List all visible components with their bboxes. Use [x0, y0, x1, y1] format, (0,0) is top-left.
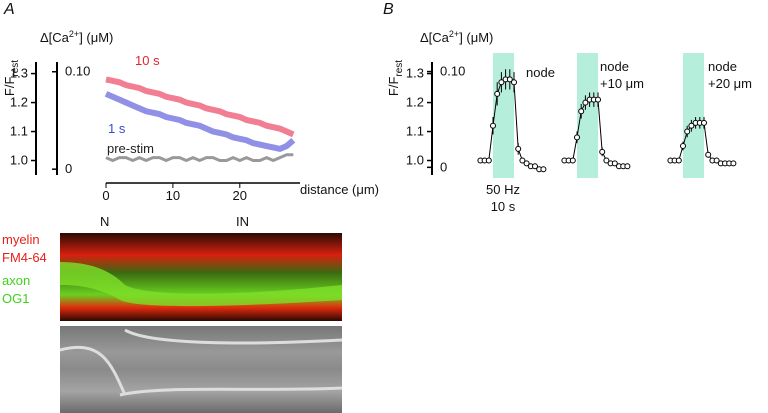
data-point: [675, 157, 682, 164]
image-marker: N: [100, 214, 109, 229]
series-line: [105, 76, 295, 138]
data-point: [578, 108, 585, 115]
data-point: [515, 145, 522, 152]
panel-letter: B: [383, 1, 394, 18]
y2-tick-label: 0.10: [65, 64, 90, 79]
data-point: [582, 99, 589, 106]
data-point: [701, 119, 707, 126]
stimulus-label: 50 Hz: [486, 182, 520, 197]
x-tick-label: 0: [102, 188, 109, 203]
channel-name: myelin: [2, 232, 40, 247]
channel-dye: FM4-64: [2, 250, 47, 265]
data-point: [713, 157, 720, 164]
data-point: [540, 166, 547, 173]
y-tick-label: 1.0: [10, 153, 28, 168]
x-tick-label: 20: [233, 188, 247, 203]
y-axis-title-sub: rest: [394, 60, 405, 77]
y-axis-title-sub: rest: [10, 60, 21, 77]
data-point: [569, 157, 576, 164]
y2-tick-label: 0: [440, 159, 447, 174]
y2-axis-title-part: Δ[Ca: [40, 30, 70, 45]
data-point: [595, 96, 601, 103]
y2-axis-title-part: ] (μM): [79, 30, 113, 45]
y2-tick-label: 0.10: [440, 64, 465, 79]
x-tick-label: 10: [166, 188, 180, 203]
y2-axis-title-sup: 2+: [69, 29, 79, 39]
y2-axis-title-part: Δ[Ca: [420, 30, 450, 45]
x-axis-title: distance (μm): [300, 182, 379, 197]
y-tick-label: 1.3: [10, 66, 28, 81]
stimulus-band: [683, 53, 704, 178]
y2-tick-label: 0: [65, 161, 72, 176]
data-point: [684, 128, 691, 135]
y-tick-label: 1.2: [10, 95, 28, 110]
data-point: [574, 134, 580, 141]
data-point: [624, 163, 631, 170]
data-point: [688, 122, 695, 129]
y2-axis-title-sup: 2+: [449, 29, 459, 39]
series-line: [104, 91, 296, 153]
y2-axis-title: Δ[Ca2+] (μM): [420, 29, 493, 45]
data-point: [519, 157, 526, 164]
y2-axis-title-part: ] (μM): [459, 30, 493, 45]
data-point: [506, 76, 513, 83]
y-tick-label: 1.2: [406, 95, 424, 110]
y-axis-title: F/Frest: [2, 60, 21, 96]
series-label: 10 s: [135, 53, 160, 68]
data-point: [494, 90, 501, 97]
y-axis-title-main: F/F: [2, 77, 17, 97]
data-point: [490, 122, 496, 129]
y-tick-label: 1.3: [406, 66, 424, 81]
series-label: node: [526, 65, 555, 80]
data-point: [730, 160, 737, 167]
series-label: node +10 μm: [600, 59, 644, 91]
data-point: [523, 160, 530, 167]
data-point: [511, 79, 517, 86]
brightfield-texture: [59, 328, 343, 397]
data-point: [603, 157, 610, 164]
data-point: [498, 79, 505, 86]
y-axis-title-main: F/F: [386, 77, 401, 97]
stimulus-label: 10 s: [491, 199, 516, 214]
channel-dye: OG1: [2, 291, 29, 306]
channel-name: axon: [2, 273, 30, 288]
image-marker: IN: [236, 214, 249, 229]
data-point: [599, 148, 606, 155]
data-point: [611, 160, 618, 167]
y-tick-label: 1.1: [10, 124, 28, 139]
panel-letter: A: [3, 1, 15, 18]
y-tick-label: 1.1: [406, 124, 424, 139]
stimulus-band: [493, 53, 514, 178]
data-point: [532, 163, 538, 170]
data-point: [705, 151, 712, 158]
y-tick-label: 1.0: [406, 153, 424, 168]
y-axis-title: F/Frest: [386, 60, 405, 96]
y2-axis-title: Δ[Ca2+] (μM): [40, 29, 113, 45]
brightfield-image: [60, 326, 342, 413]
series-label: pre-stim: [107, 141, 154, 156]
axon-signal: [60, 262, 342, 307]
data-point: [680, 143, 686, 150]
series-label: node +20 μm: [708, 59, 752, 91]
stimulus-band: [577, 53, 598, 178]
series-label: 1 s: [108, 121, 126, 136]
data-point: [485, 157, 492, 164]
series-line: [105, 153, 294, 163]
